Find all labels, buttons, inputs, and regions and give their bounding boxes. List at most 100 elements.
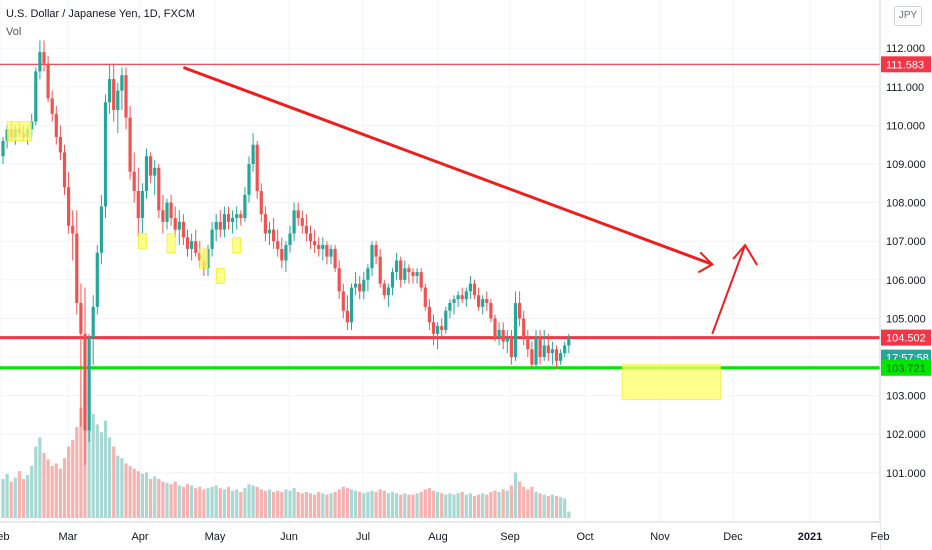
volume-bar — [530, 486, 534, 518]
volume-bar — [296, 492, 300, 518]
volume-bar — [563, 498, 567, 518]
volume-bar — [34, 446, 38, 518]
volume-bar — [452, 494, 456, 518]
price-axis[interactable]: 101.000102.000103.000104.000105.000106.0… — [879, 0, 932, 550]
candle-body — [530, 349, 534, 365]
candle-body — [218, 221, 222, 230]
volume-bar — [185, 484, 190, 518]
candle — [337, 260, 341, 300]
candle-body — [54, 113, 58, 137]
candle — [411, 268, 415, 284]
volume-bar — [124, 463, 128, 518]
volume-bar — [13, 477, 17, 518]
highlight-box — [138, 233, 147, 250]
volume-bar — [522, 486, 526, 518]
candle-body — [280, 248, 284, 261]
volume-bar — [423, 489, 427, 518]
volume-bar — [419, 492, 423, 518]
candle — [157, 164, 161, 219]
volume-bar — [87, 394, 91, 518]
candle — [149, 152, 153, 184]
candle — [317, 237, 321, 257]
candle — [243, 187, 247, 222]
candle-body — [38, 52, 42, 72]
volume-bar — [239, 492, 243, 518]
volume-bar — [362, 493, 366, 518]
candle-body — [46, 63, 50, 99]
candle — [485, 291, 489, 311]
volume-bar — [321, 493, 325, 518]
candle — [120, 67, 124, 110]
candle-body — [132, 171, 136, 192]
candle — [54, 106, 58, 145]
candle — [259, 183, 263, 222]
price-tick-label: 107.000 — [886, 236, 926, 248]
candle-body — [440, 326, 444, 330]
candle — [374, 241, 378, 265]
candle-body — [177, 221, 181, 230]
volume-bar — [75, 427, 79, 518]
volume-bar — [493, 490, 497, 518]
candle — [436, 322, 440, 350]
volume-bar — [456, 493, 460, 518]
volume-bar — [395, 493, 399, 518]
candle — [468, 275, 472, 300]
volume-bar — [280, 492, 284, 518]
candle-body — [83, 333, 87, 431]
currency-badge[interactable]: JPY — [894, 6, 922, 26]
volume-bar — [5, 473, 9, 518]
candle-body — [411, 272, 415, 276]
candle — [251, 133, 255, 172]
volume-bar — [448, 493, 452, 518]
volume-bar — [485, 494, 489, 518]
volume-bar — [513, 472, 518, 518]
candle — [58, 125, 62, 161]
volume-bar — [243, 488, 247, 518]
candle — [304, 214, 308, 242]
price-label-resistance-bg — [881, 329, 931, 346]
candle-body — [505, 337, 509, 342]
candle-body — [108, 79, 112, 103]
volume-bar — [263, 490, 267, 518]
candle-body — [534, 337, 538, 365]
candle — [222, 206, 226, 238]
time-tick-label: Jul — [356, 531, 370, 543]
candle — [124, 67, 128, 130]
volume-bar — [91, 414, 95, 518]
candle-body — [276, 241, 280, 249]
candle — [534, 329, 538, 369]
candle-body — [518, 302, 522, 319]
volume-bar — [202, 489, 206, 518]
candle — [292, 202, 296, 242]
volume-bar — [128, 466, 132, 518]
candle-body — [136, 191, 140, 219]
chart-title: U.S. Dollar / Japanese Yen, 1D, FXCM — [6, 8, 195, 20]
volume-bar — [546, 495, 550, 518]
candle-body — [370, 245, 374, 269]
candle-body — [546, 345, 550, 354]
candle — [407, 264, 411, 284]
downtrend-arrowhead — [697, 251, 714, 274]
volume-bar — [481, 493, 485, 518]
projection-arrow-line — [711, 244, 747, 335]
volume-bar — [399, 494, 403, 518]
price-tick-label: 105.000 — [886, 313, 926, 325]
volume-bar — [509, 485, 513, 518]
volume-bar — [149, 479, 153, 518]
candle — [239, 210, 243, 226]
candle — [444, 306, 448, 334]
candle — [452, 295, 456, 315]
volume-bar — [288, 490, 292, 518]
candle — [538, 329, 542, 365]
volume-bar — [567, 511, 571, 518]
candle-body — [526, 337, 530, 350]
candle-body — [452, 299, 456, 303]
candle-body — [522, 318, 526, 338]
candle — [87, 333, 91, 442]
volume-bar — [444, 494, 448, 518]
candle — [153, 160, 157, 195]
volume-bar — [136, 471, 140, 518]
candle — [399, 256, 403, 288]
time-axis[interactable]: Feb Mar Apr May Jun Jul Aug Sep Oct Nov Dec 2021 Feb — [0, 521, 889, 550]
